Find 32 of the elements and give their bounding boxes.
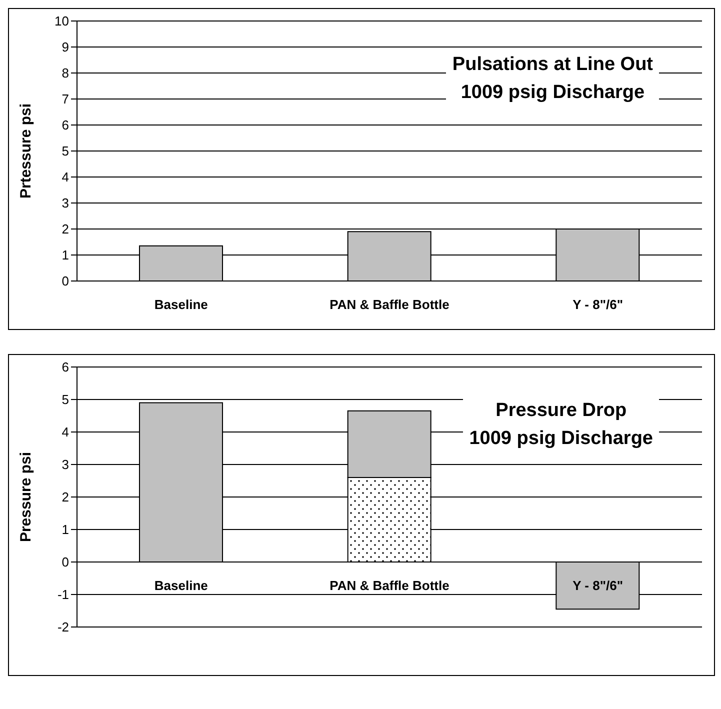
y-tick-label: 5: [62, 392, 69, 408]
y-tick-label: 8: [62, 66, 69, 81]
y-tick-label: 9: [62, 40, 69, 55]
y-tick-label: 6: [62, 118, 69, 133]
x-tick-label: PAN & Baffle Bottle: [330, 578, 450, 593]
x-tick-label: Baseline: [154, 297, 208, 312]
y-tick-label: 4: [62, 424, 69, 440]
text: 1009 psig Discharge: [469, 427, 653, 451]
y-tick-label: 5: [62, 144, 69, 159]
x-tick-label: Y - 8"/6": [572, 578, 624, 593]
x-tick-label: Y - 8"/6": [572, 297, 624, 312]
x-tick-label: PAN & Baffle Bottle: [330, 297, 450, 312]
y-tick-label: 7: [62, 92, 69, 107]
y-tick-label: 0: [62, 274, 69, 289]
y-tick-label: 3: [62, 196, 69, 211]
y-tick-label: 6: [62, 360, 69, 375]
y-tick-label: -2: [57, 620, 69, 635]
y-tick-label: 1: [62, 248, 69, 263]
text: 1009 psig Discharge: [460, 81, 646, 105]
y-tick-label: 2: [62, 490, 69, 505]
y-tick-label: 3: [62, 457, 69, 472]
y-tick-label: 2: [62, 222, 69, 237]
x-tick-label: Baseline: [154, 578, 208, 593]
y-tick-label: 4: [62, 170, 69, 185]
y-tick-label: 10: [54, 14, 69, 29]
text: Pressure Drop: [494, 399, 628, 423]
y-axis-title: Pressure psi: [17, 452, 34, 542]
text: Pulsations at Line Out: [452, 53, 653, 77]
y-axis-title: Prtessure psi: [17, 103, 34, 199]
y-tick-label: -1: [57, 587, 69, 602]
y-tick-label: 1: [62, 522, 69, 538]
y-tick-label: 0: [62, 554, 69, 570]
